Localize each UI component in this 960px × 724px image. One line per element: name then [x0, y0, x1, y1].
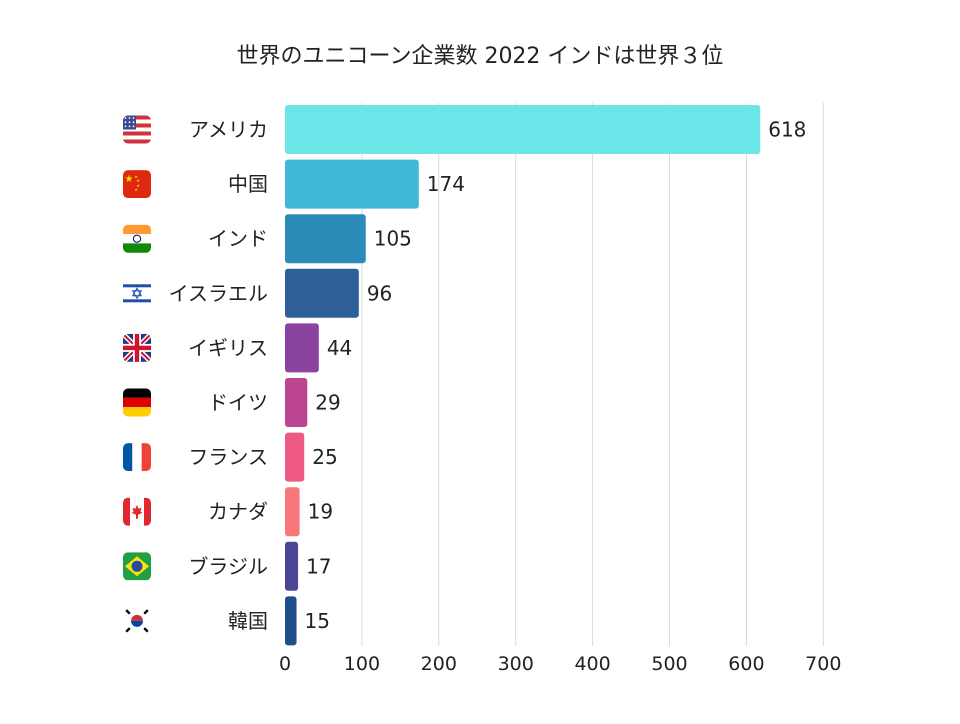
- israel-flag-icon: [123, 279, 151, 308]
- bar: [285, 268, 359, 318]
- value-label: 29: [315, 391, 340, 415]
- france-flag-icon: [123, 443, 151, 472]
- bar: [285, 159, 419, 209]
- value-label: 44: [327, 336, 352, 360]
- category-label: カナダ: [208, 500, 268, 524]
- korea-flag-icon: [123, 606, 151, 635]
- value-label: 105: [374, 227, 412, 251]
- category-label: インド: [208, 227, 268, 251]
- value-label: 19: [308, 500, 333, 524]
- bar: [285, 105, 761, 154]
- bar-row: ドイツ 29: [123, 378, 341, 427]
- bar: [285, 323, 319, 373]
- bar: [285, 487, 300, 537]
- x-tick-label: 400: [574, 653, 610, 675]
- value-label: 96: [367, 281, 392, 305]
- svg-text:★: ★: [136, 183, 140, 188]
- brazil-flag-icon: [123, 552, 151, 581]
- category-label: アメリカ: [189, 118, 268, 142]
- x-tick-label: 700: [805, 653, 841, 675]
- category-label: ドイツ: [208, 391, 268, 415]
- bar-row: ★ ★★★★ 中国 174: [123, 159, 465, 209]
- value-label: 15: [305, 609, 330, 633]
- china-flag-icon: ★ ★★★★: [123, 170, 151, 199]
- bar: [285, 541, 299, 591]
- bar-row: フランス 25: [123, 432, 338, 482]
- category-label: ブラジル: [188, 554, 268, 578]
- germany-flag-icon: [123, 388, 151, 417]
- india-flag-icon: [123, 224, 151, 253]
- bar: [285, 214, 366, 264]
- svg-text:★: ★: [136, 178, 140, 183]
- svg-text:★: ★: [134, 174, 138, 179]
- svg-text:★: ★: [134, 187, 138, 192]
- bar: [285, 596, 297, 646]
- value-label: 174: [427, 172, 465, 196]
- x-tick-label: 300: [498, 653, 534, 675]
- value-label: 17: [306, 554, 331, 578]
- bar-row: カナダ 19: [123, 487, 333, 537]
- category-label: 中国: [228, 172, 268, 196]
- gridlines: [361, 103, 824, 646]
- bar-row: インド 105: [123, 214, 412, 264]
- category-label: イギリス: [188, 336, 268, 360]
- x-tick-label: 500: [651, 653, 687, 675]
- category-label: イスラエル: [169, 281, 268, 305]
- value-label: 25: [312, 445, 337, 469]
- x-axis: 0 100 200 300 400 500 600 700: [279, 653, 841, 675]
- us-flag-icon: [123, 115, 151, 144]
- uk-flag-icon: [123, 333, 151, 362]
- category-label: フランス: [188, 445, 268, 469]
- category-label: 韓国: [228, 609, 268, 633]
- bar-row: アメリカ 618: [123, 105, 806, 154]
- bar-row: イスラエル 96: [123, 268, 392, 318]
- svg-text:★: ★: [125, 174, 134, 185]
- canada-flag-icon: [123, 497, 151, 526]
- x-tick-label: 600: [728, 653, 764, 675]
- value-label: 618: [768, 118, 806, 142]
- chart-title: 世界のユニコーン企業数 2022 インドは世界３位: [236, 44, 724, 69]
- x-tick-label: 100: [344, 653, 380, 675]
- x-tick-label: 200: [421, 653, 457, 675]
- bar: [285, 378, 308, 427]
- x-tick-label: 0: [279, 653, 291, 675]
- bar-row: 韓国 15: [123, 596, 330, 646]
- bar-row: ブラジル 17: [123, 541, 332, 591]
- bar: [285, 432, 305, 482]
- bar-row: イギリス 44: [123, 323, 352, 373]
